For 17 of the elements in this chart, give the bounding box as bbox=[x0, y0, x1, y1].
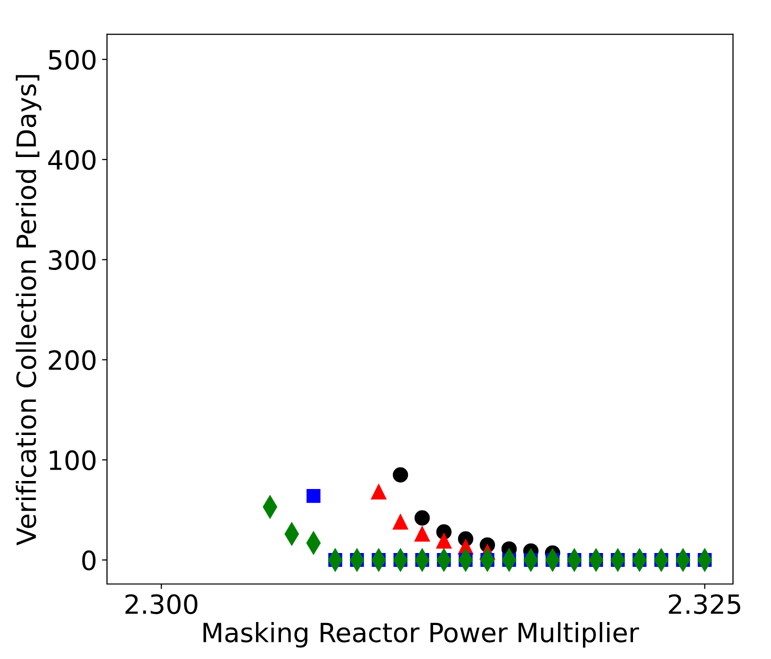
x-axis-title: Masking Reactor Power Multiplier bbox=[204, 622, 640, 648]
point bbox=[306, 488, 320, 503]
point bbox=[371, 484, 386, 500]
point bbox=[392, 467, 408, 483]
y-tick-label: 500 bbox=[48, 50, 96, 70]
y-tick-label: 400 bbox=[48, 150, 96, 170]
y-tick-label: 0 bbox=[82, 550, 96, 570]
point bbox=[414, 526, 430, 542]
point bbox=[436, 533, 452, 549]
x-tick-label: 2.325 bbox=[668, 594, 740, 614]
x-tick-label: 2.300 bbox=[126, 594, 198, 614]
y-tick-label: 300 bbox=[48, 250, 96, 270]
point bbox=[392, 514, 408, 530]
y-tick-label: 100 bbox=[50, 450, 96, 470]
point bbox=[414, 510, 430, 526]
y-axis-title: Verification Collection Period [Days] bbox=[16, 75, 42, 546]
y-tick-label: 200 bbox=[48, 350, 96, 370]
